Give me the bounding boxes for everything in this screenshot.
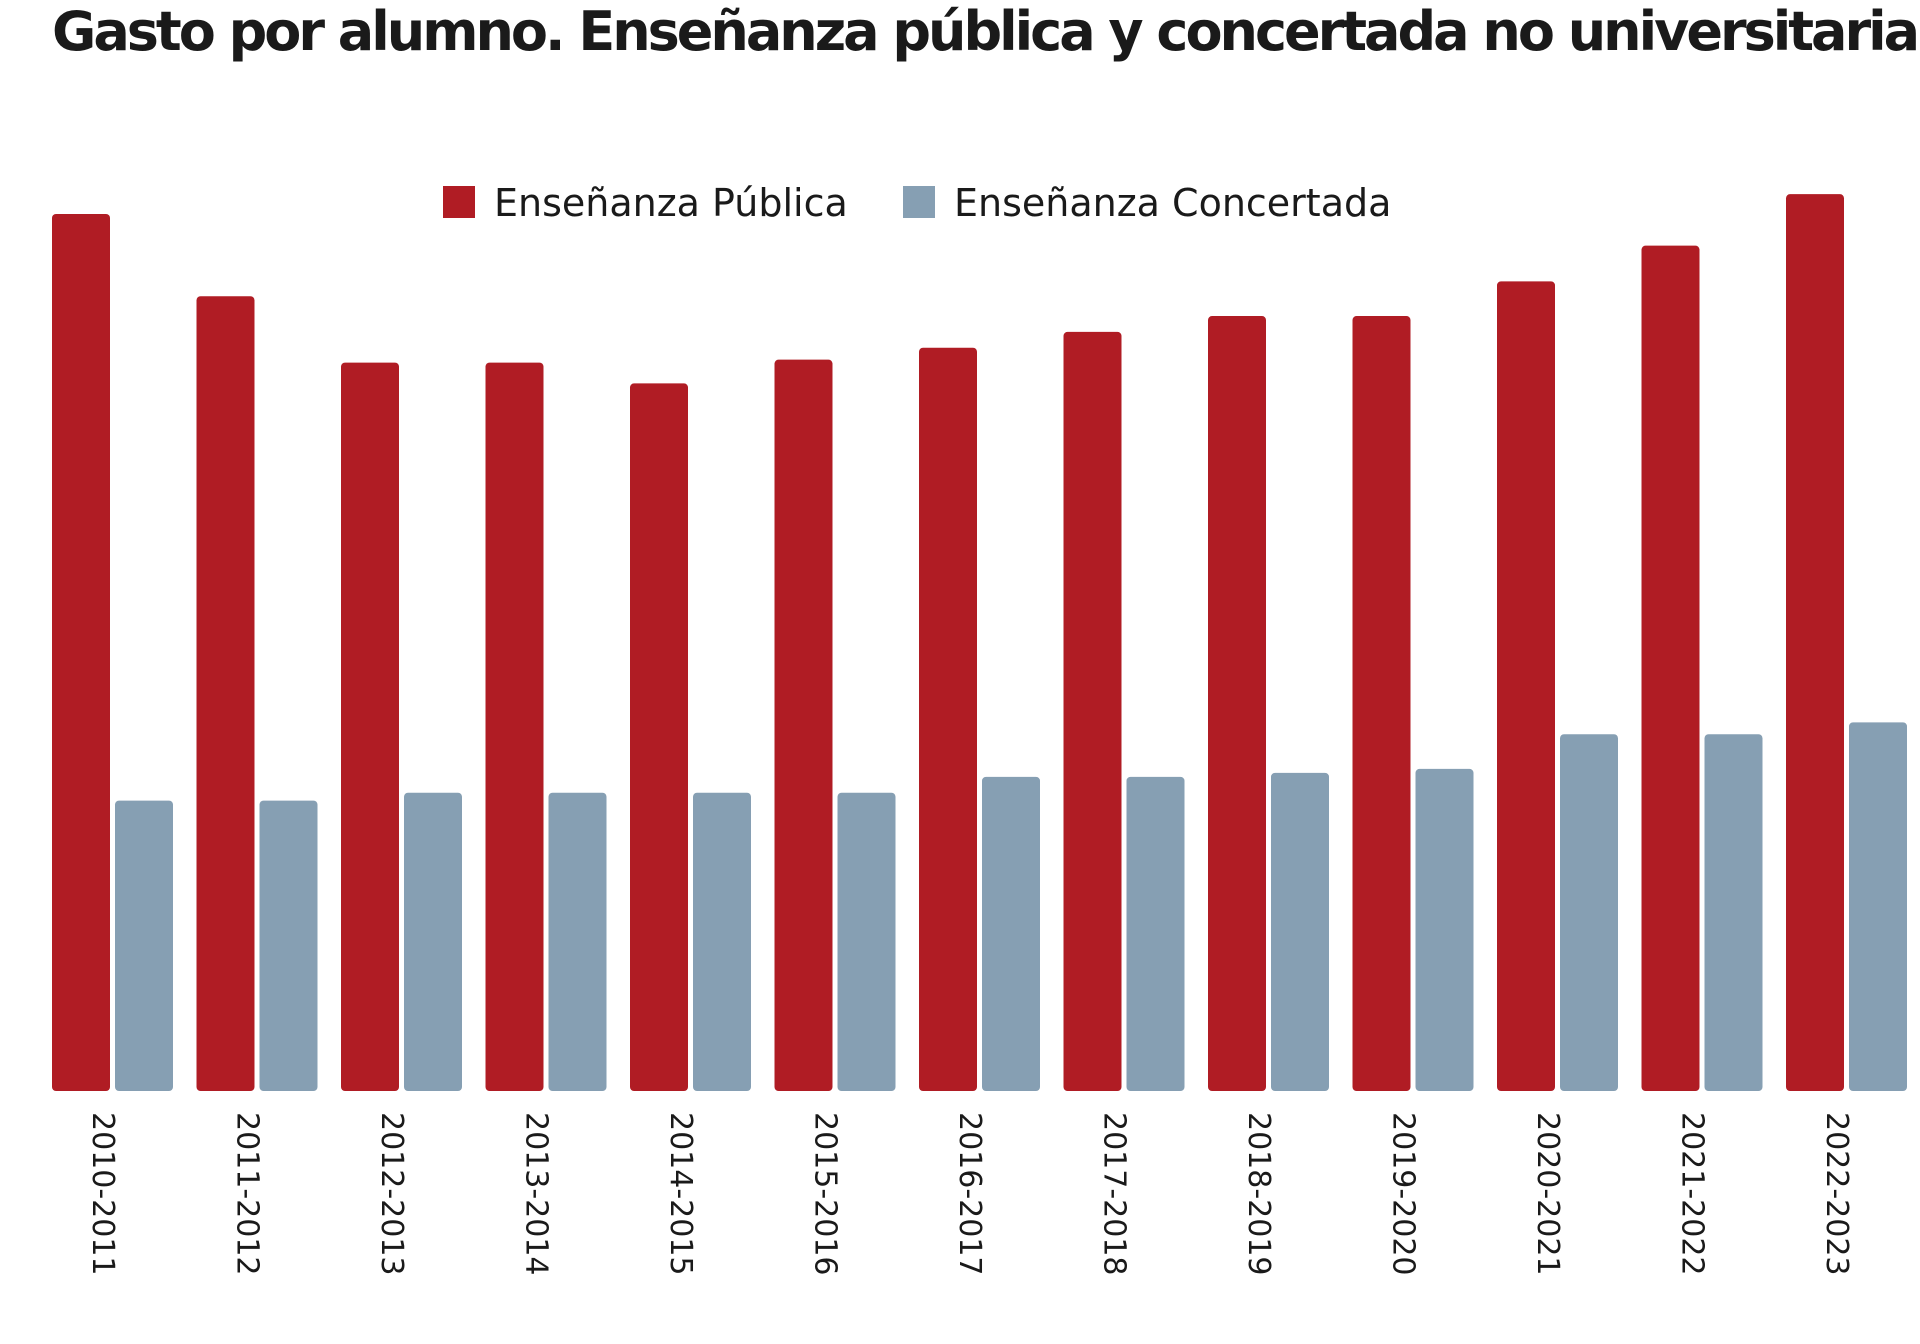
x-tick-labels: 2010-2011 2011-2012 2012-2013 2013-2014 2014… [85, 1112, 1854, 1276]
bars [52, 194, 1907, 1092]
x-tick-label: 2019-2020 [1385, 1112, 1420, 1276]
bar-publica-2020-2021 [1497, 281, 1555, 1091]
x-tick-label: 2013-2014 [518, 1112, 553, 1276]
x-tick-label: 2011-2012 [229, 1112, 264, 1276]
bar-publica-2013-2014 [485, 362, 544, 1091]
bar-publica-2017-2018 [1063, 331, 1122, 1091]
bar-publica-2010-2011 [52, 213, 110, 1092]
bar-publica-2016-2017 [919, 347, 977, 1091]
legend: Enseñanza Pública Enseñanza Concertada [443, 181, 1391, 225]
x-tick-label: 2010-2011 [85, 1112, 120, 1276]
legend-swatch-publica [443, 186, 475, 218]
x-tick-label: 2017-2018 [1096, 1112, 1131, 1276]
legend-label-publica: Enseñanza Pública [494, 181, 848, 225]
x-tick-label: 2016-2017 [952, 1112, 987, 1276]
bar-concertada-2022-2023 [1849, 722, 1907, 1091]
x-tick-label: 2020-2021 [1530, 1112, 1565, 1276]
bar-publica-2022-2023 [1786, 194, 1844, 1091]
x-tick-label: 2022-2023 [1819, 1112, 1854, 1276]
bar-concertada-2016-2017 [982, 776, 1040, 1091]
x-tick-label: 2012-2013 [374, 1112, 409, 1276]
legend-swatch-concertada [903, 186, 935, 218]
x-tick-label: 2015-2016 [807, 1112, 842, 1276]
bar-concertada-2021-2022 [1704, 734, 1763, 1091]
bar-concertada-2018-2019 [1271, 772, 1329, 1091]
bar-publica-2018-2019 [1208, 316, 1266, 1092]
bar-concertada-2013-2014 [548, 792, 607, 1091]
bar-publica-2021-2022 [1641, 245, 1700, 1091]
bar-concertada-2010-2011 [115, 800, 173, 1091]
bar-concertada-2015-2016 [837, 792, 896, 1091]
x-tick-label: 2021-2022 [1674, 1112, 1709, 1276]
bar-publica-2014-2015 [630, 383, 688, 1091]
bar-publica-2019-2020 [1352, 316, 1411, 1092]
bar-publica-2012-2013 [341, 362, 399, 1091]
bar-concertada-2019-2020 [1415, 768, 1474, 1091]
bar-concertada-2012-2013 [404, 792, 462, 1091]
legend-label-concertada: Enseñanza Concertada [954, 181, 1391, 225]
x-tick-label: 2014-2015 [663, 1112, 698, 1276]
bar-concertada-2017-2018 [1126, 776, 1185, 1091]
x-tick-label: 2018-2019 [1241, 1112, 1276, 1276]
bar-publica-2011-2012 [196, 296, 255, 1091]
bar-concertada-2011-2012 [259, 800, 318, 1091]
chart-title: Gasto por alumno. Enseñanza pública y co… [52, 0, 1920, 63]
bar-publica-2015-2016 [774, 359, 833, 1092]
bar-concertada-2014-2015 [693, 792, 751, 1091]
bar-concertada-2020-2021 [1560, 734, 1618, 1091]
